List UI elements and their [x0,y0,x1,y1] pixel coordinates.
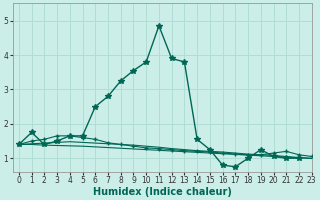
X-axis label: Humidex (Indice chaleur): Humidex (Indice chaleur) [93,187,232,197]
